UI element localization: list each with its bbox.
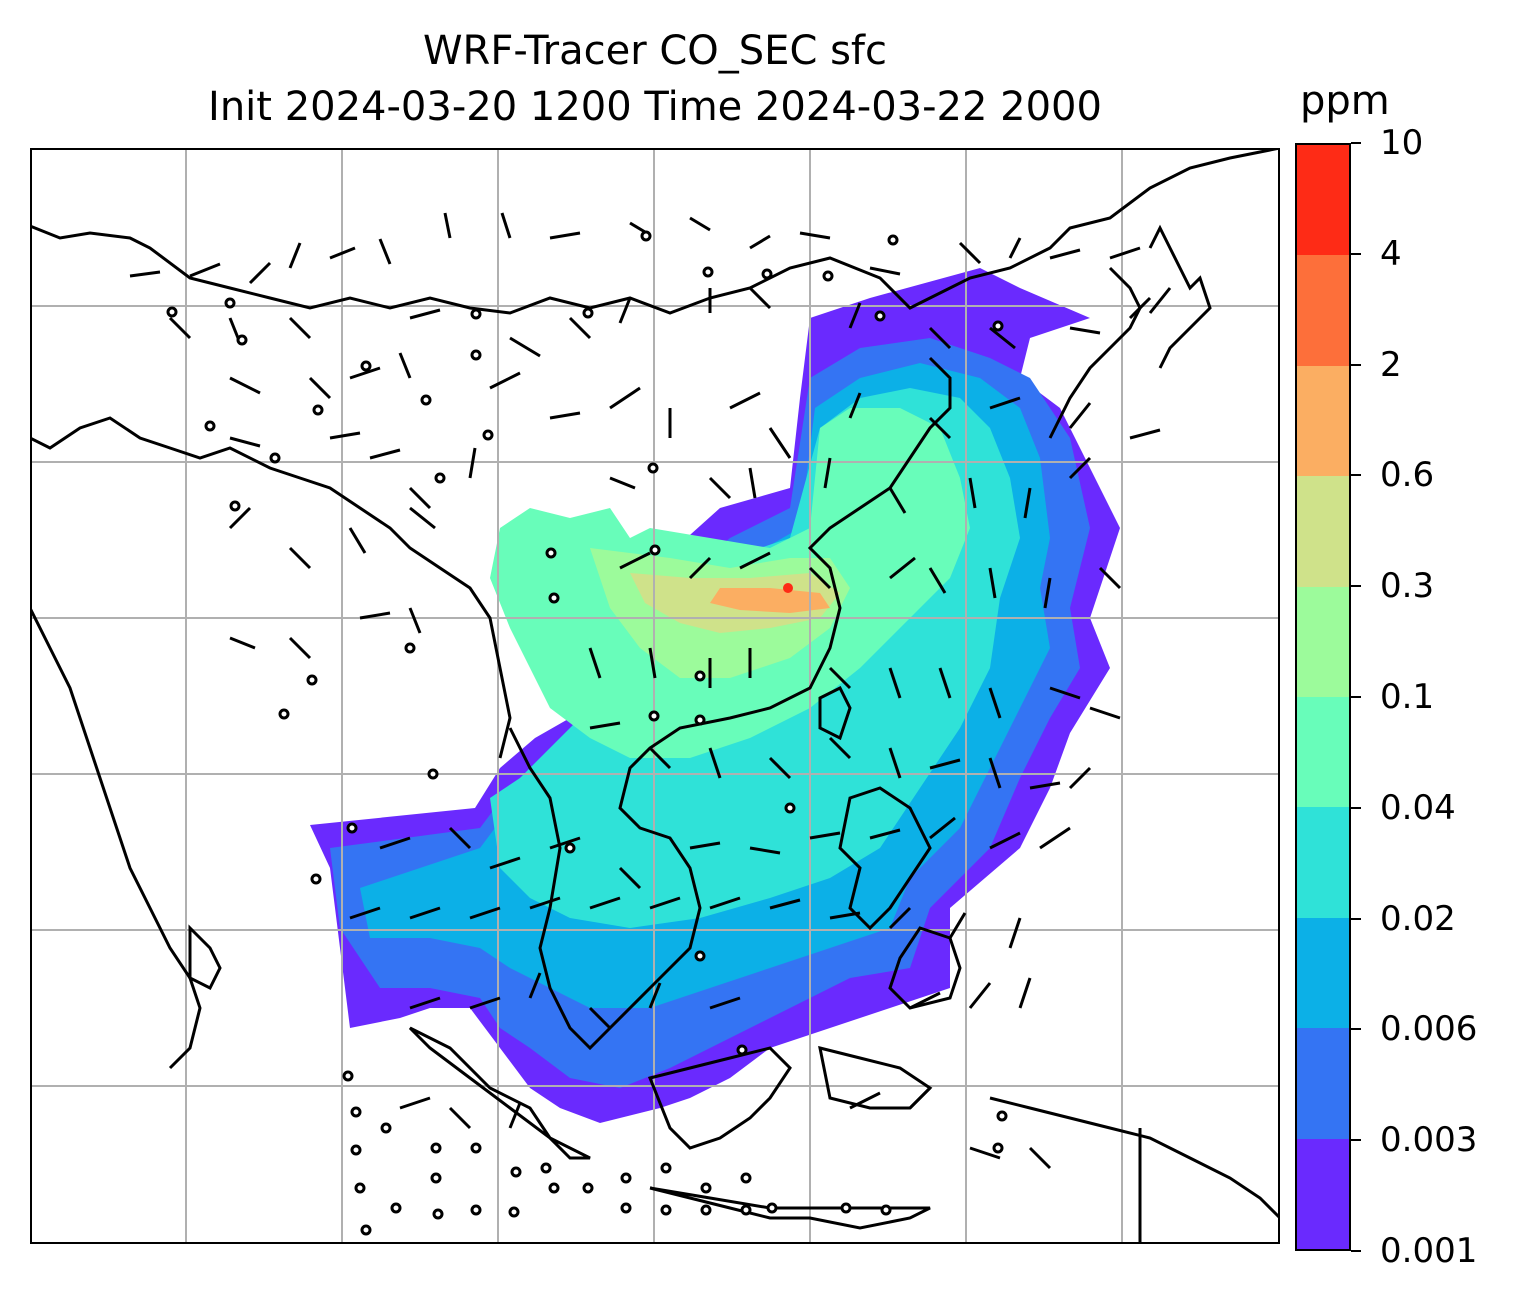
colorbar-band	[1297, 807, 1349, 918]
colorbar-tick	[1351, 1028, 1361, 1031]
colorbar-tick	[1351, 1250, 1361, 1252]
colorbar-tick	[1351, 252, 1361, 255]
colorbar-tick	[1351, 363, 1361, 366]
colorbar-tick-label: 0.6	[1380, 455, 1435, 496]
colorbar-tick-label: 2	[1380, 344, 1402, 385]
colorbar	[1295, 143, 1351, 1251]
colorbar-band	[1297, 144, 1349, 256]
colorbar-band	[1297, 1138, 1349, 1249]
colorbar-band	[1297, 586, 1349, 697]
colorbar-band	[1297, 696, 1349, 808]
colorbar-tick-label: 0.02	[1380, 898, 1456, 939]
colorbar-tick-label: 4	[1380, 233, 1402, 274]
level-0.6	[710, 588, 830, 613]
colorbar-tick-label: 0.003	[1380, 1120, 1478, 1161]
colorbar-band	[1297, 255, 1349, 366]
colorbar-tick	[1351, 917, 1361, 920]
colorbar-tick	[1351, 806, 1361, 809]
map-panel	[30, 148, 1280, 1244]
colorbar-band	[1297, 1028, 1349, 1139]
colorbar-tick-label: 0.006	[1380, 1009, 1478, 1050]
colorbar-unit-label: ppm	[1300, 78, 1390, 124]
colorbar-tick	[1351, 696, 1361, 698]
colorbar-tick	[1351, 1139, 1361, 1142]
coastlines-and-borders	[30, 148, 1280, 1244]
colorbar-band	[1297, 365, 1349, 477]
calm-wind-markers	[166, 230, 1008, 1236]
colorbar-tick	[1351, 474, 1361, 477]
chart-title-line-1: WRF-Tracer CO_SEC sfc	[422, 28, 888, 74]
chart-title-line-2: Init 2024-03-20 1200 Time 2024-03-22 200…	[208, 84, 1102, 130]
level-2-hotspot	[783, 583, 793, 593]
colorbar-tick-label: 10	[1380, 123, 1424, 163]
tracer-concentration-field	[310, 268, 1120, 1123]
colorbar-band	[1297, 476, 1349, 587]
colorbar-tick-label: 0.3	[1380, 566, 1435, 607]
colorbar-tick-label: 0.001	[1380, 1231, 1478, 1271]
colorbar-tick-label: 0.04	[1380, 787, 1456, 828]
wind-barbs	[129, 212, 1172, 1170]
colorbar-band	[1297, 917, 1349, 1029]
colorbar-tick	[1351, 585, 1361, 588]
map-gridlines	[30, 148, 1280, 1244]
colorbar-tick-label: 0.1	[1380, 677, 1435, 717]
colorbar-tick	[1351, 142, 1361, 144]
